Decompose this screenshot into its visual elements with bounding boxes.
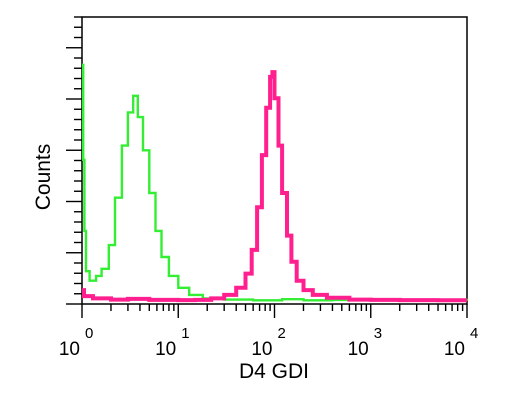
x-tick-exponent: 2 xyxy=(278,325,286,342)
x-axis-tick-labels: 10 0 10 1 10 2 10 3 10 4 xyxy=(59,325,478,360)
series-line-2 xyxy=(82,70,467,303)
x-tick-label: 10 xyxy=(59,339,80,360)
x-tick-exponent: 0 xyxy=(85,325,93,342)
x-axis-ticks xyxy=(81,304,468,318)
x-tick-label: 10 xyxy=(155,339,176,360)
series-layer xyxy=(82,63,469,303)
x-tick-label: 10 xyxy=(348,339,369,360)
x-tick-label: 10 xyxy=(251,339,272,360)
x-tick-exponent: 4 xyxy=(470,325,478,342)
x-tick-exponent: 3 xyxy=(374,325,382,342)
x-axis-label: D4 GDI xyxy=(239,360,309,383)
x-tick-exponent: 1 xyxy=(181,325,189,342)
y-axis-ticks xyxy=(66,16,82,305)
x-tick-label: 10 xyxy=(444,339,465,360)
y-axis-label: Counts xyxy=(32,144,55,211)
series-line-1 xyxy=(82,63,469,302)
plot-frame xyxy=(81,16,468,305)
